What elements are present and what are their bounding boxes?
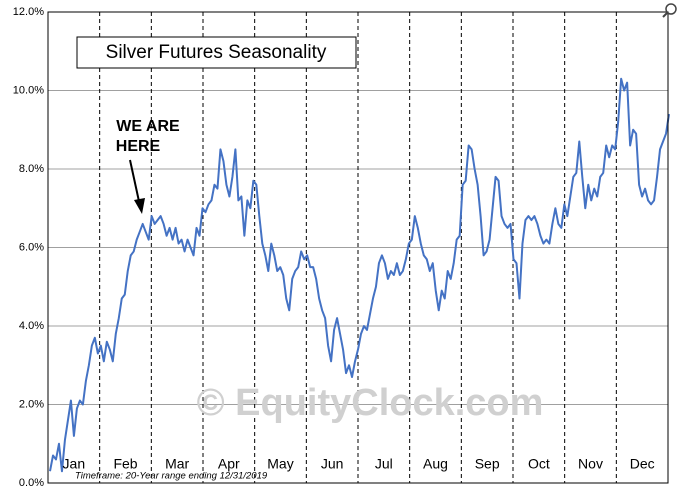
series-line: [49, 77, 670, 473]
annotation: WE ARE: [116, 118, 180, 135]
x-tick-label: Jun: [321, 456, 344, 472]
y-tick-label: 10.0%: [13, 84, 44, 96]
y-tick-label: 0.0%: [19, 477, 44, 489]
y-tick-label: 6.0%: [19, 241, 44, 253]
plot-frame: [47, 11, 669, 484]
arrow-head: [134, 198, 145, 214]
note: Timeframe: 20-Year range ending 12/31/20…: [75, 471, 268, 482]
annotation-arrow: [129, 159, 141, 207]
x-tick-label: Apr: [218, 456, 240, 472]
annotation: HERE: [116, 138, 161, 155]
x-tick-label: Jan: [63, 456, 86, 472]
y-tick-label: 4.0%: [19, 320, 44, 332]
zoom-icon[interactable]: [662, 3, 677, 18]
x-tick-label: Mar: [165, 456, 189, 472]
x-tick-label: May: [267, 456, 293, 472]
grid: [48, 11, 668, 484]
x-tick-label: Jul: [375, 456, 393, 472]
chart-title: Silver Futures Seasonality: [106, 42, 327, 63]
y-tick-label: 12.0%: [13, 6, 44, 18]
y-tick-label: 2.0%: [19, 398, 44, 410]
x-tick-label: Aug: [423, 456, 448, 472]
plot: [49, 77, 670, 473]
x-tick-label: Dec: [630, 456, 655, 472]
x-tick-label: Nov: [578, 456, 603, 472]
y-tick-label: 8.0%: [19, 163, 44, 175]
x-tick-label: Oct: [528, 456, 550, 472]
title-box: [76, 36, 357, 69]
x-tick-label: Feb: [113, 456, 137, 472]
watermark: © EquityClock.com: [197, 382, 544, 424]
x-tick-label: Sep: [475, 456, 500, 472]
